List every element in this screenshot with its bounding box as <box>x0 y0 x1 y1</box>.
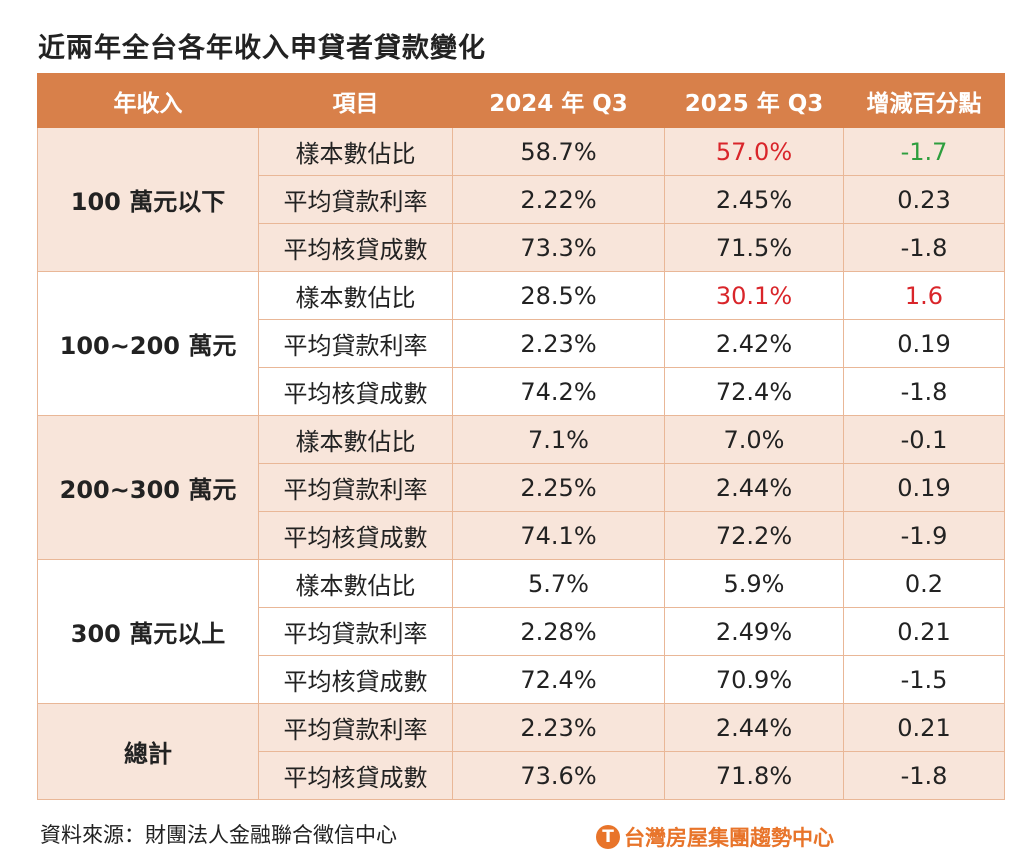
table-row: 平均貸款利率 2.25% 2.44% 0.19 <box>38 463 1005 512</box>
table-row: 總計 平均貸款利率 2.23% 2.44% 0.21 <box>37 703 1005 800</box>
table-row: 平均核貸成數 73.6% 71.8% -1.8 <box>38 751 1005 800</box>
logo-text: 台灣房屋集團趨勢中心 <box>624 826 834 850</box>
item-cell: 平均貸款利率 <box>258 463 453 512</box>
item-cell: 平均核貸成數 <box>258 223 453 272</box>
value-2025-cell: 2.44% <box>664 703 844 752</box>
change-cell: 0.23 <box>843 175 1005 224</box>
table-row: 100 萬元以下 樣本數佔比 58.7% 57.0% -1.7 <box>37 127 1005 272</box>
value-2024-cell: 2.22% <box>452 175 665 224</box>
header-2024: 2024 年 Q3 <box>452 73 665 128</box>
header-item: 項目 <box>258 73 453 128</box>
value-2024-cell: 72.4% <box>452 655 665 704</box>
table-row: 100~200 萬元 樣本數佔比 28.5% 30.1% 1.6 <box>37 271 1005 416</box>
income-group: 100~200 萬元 <box>37 271 259 416</box>
change-cell: -1.9 <box>843 511 1005 560</box>
header-2025: 2025 年 Q3 <box>664 73 844 128</box>
value-2025-cell: 72.4% <box>664 367 844 416</box>
value-2025-cell: 70.9% <box>664 655 844 704</box>
item-cell: 樣本數佔比 <box>258 127 453 176</box>
value-2024-cell: 74.1% <box>452 511 665 560</box>
item-cell: 平均核貸成數 <box>258 751 453 800</box>
value-2025-cell: 2.49% <box>664 607 844 656</box>
change-cell: -1.8 <box>843 223 1005 272</box>
value-2025-cell: 30.1% <box>664 271 844 320</box>
change-cell: -0.1 <box>843 415 1005 464</box>
value-2024-cell: 58.7% <box>452 127 665 176</box>
income-group: 300 萬元以上 <box>37 559 259 704</box>
value-2024-cell: 73.3% <box>452 223 665 272</box>
value-2024-cell: 28.5% <box>452 271 665 320</box>
logo-t-icon: T <box>596 825 620 849</box>
table-row: 200~300 萬元 樣本數佔比 7.1% 7.0% -0.1 <box>37 415 1005 560</box>
value-2024-cell: 5.7% <box>452 559 665 608</box>
value-2024-cell: 2.23% <box>452 319 665 368</box>
header-income: 年收入 <box>37 73 259 128</box>
table-row: 300 萬元以上 樣本數佔比 5.7% 5.9% 0.2 <box>37 559 1005 704</box>
item-cell: 平均核貸成數 <box>258 511 453 560</box>
value-2025-cell: 71.5% <box>664 223 844 272</box>
loan-table: 年收入 項目 2024 年 Q3 2025 年 Q3 增減百分點 100 萬元以… <box>37 73 1005 800</box>
income-group: 100 萬元以下 <box>37 127 259 272</box>
change-cell: 0.21 <box>843 607 1005 656</box>
change-cell: -1.7 <box>843 127 1005 176</box>
item-cell: 樣本數佔比 <box>258 271 453 320</box>
value-2025-cell: 2.42% <box>664 319 844 368</box>
value-2025-cell: 57.0% <box>664 127 844 176</box>
item-cell: 平均貸款利率 <box>258 703 453 752</box>
change-cell: 0.2 <box>843 559 1005 608</box>
item-cell: 樣本數佔比 <box>258 415 453 464</box>
value-2024-cell: 7.1% <box>452 415 665 464</box>
header-change: 增減百分點 <box>843 73 1005 128</box>
item-cell: 平均貸款利率 <box>258 319 453 368</box>
change-cell: -1.8 <box>843 751 1005 800</box>
value-2025-cell: 72.2% <box>664 511 844 560</box>
income-group: 總計 <box>37 703 259 800</box>
item-cell: 平均核貸成數 <box>258 367 453 416</box>
value-2024-cell: 2.25% <box>452 463 665 512</box>
value-2024-cell: 73.6% <box>452 751 665 800</box>
table-row: 平均貸款利率 2.23% 2.42% 0.19 <box>38 319 1005 368</box>
value-2025-cell: 2.44% <box>664 463 844 512</box>
page-title: 近兩年全台各年收入申貸者貸款變化 <box>38 33 486 64</box>
item-cell: 平均貸款利率 <box>258 607 453 656</box>
item-cell: 樣本數佔比 <box>258 559 453 608</box>
change-cell: 1.6 <box>843 271 1005 320</box>
value-2025-cell: 71.8% <box>664 751 844 800</box>
income-group: 200~300 萬元 <box>37 415 259 560</box>
item-cell: 平均核貸成數 <box>258 655 453 704</box>
item-cell: 平均貸款利率 <box>258 175 453 224</box>
change-cell: 0.19 <box>843 319 1005 368</box>
change-cell: 0.19 <box>843 463 1005 512</box>
value-2025-cell: 5.9% <box>664 559 844 608</box>
table-row: 平均核貸成數 72.4% 70.9% -1.5 <box>38 655 1005 704</box>
table-row: 平均核貸成數 74.1% 72.2% -1.9 <box>38 511 1005 560</box>
value-2024-cell: 2.23% <box>452 703 665 752</box>
source-note: 資料來源：財團法人金融聯合徵信中心 <box>40 823 397 847</box>
brand-logo: T 台灣房屋集團趨勢中心 <box>596 822 834 852</box>
value-2024-cell: 2.28% <box>452 607 665 656</box>
table-row: 平均貸款利率 2.28% 2.49% 0.21 <box>38 607 1005 656</box>
change-cell: -1.5 <box>843 655 1005 704</box>
header-row: 年收入 項目 2024 年 Q3 2025 年 Q3 增減百分點 <box>37 73 1005 128</box>
change-cell: 0.21 <box>843 703 1005 752</box>
value-2025-cell: 7.0% <box>664 415 844 464</box>
table-row: 平均貸款利率 2.22% 2.45% 0.23 <box>38 175 1005 224</box>
value-2024-cell: 74.2% <box>452 367 665 416</box>
table-row: 平均核貸成數 73.3% 71.5% -1.8 <box>38 223 1005 272</box>
value-2025-cell: 2.45% <box>664 175 844 224</box>
change-cell: -1.8 <box>843 367 1005 416</box>
